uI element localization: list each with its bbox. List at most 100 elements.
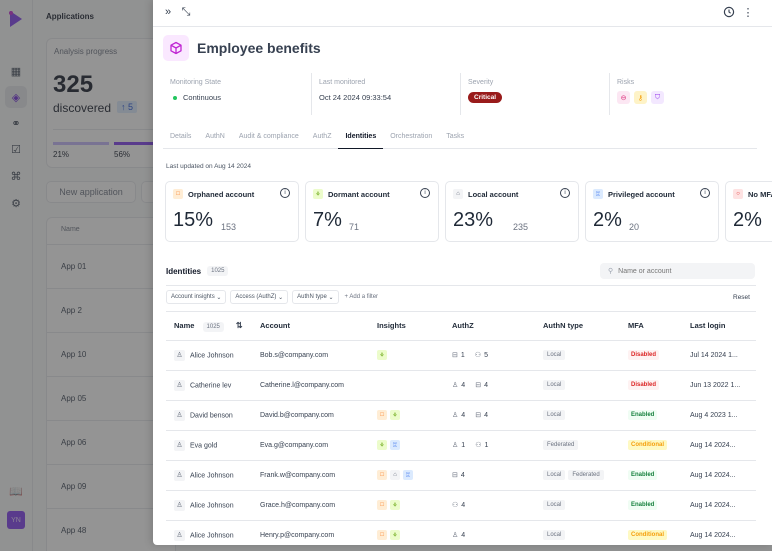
- mfa-cell: Conditional: [620, 520, 682, 545]
- authn-type-column-header[interactable]: AuthN type: [535, 312, 620, 341]
- authz-cell: ♙ 4: [444, 520, 535, 545]
- authn-type-cell: Local Federated: [535, 460, 620, 491]
- table-row[interactable]: ♙ Eva gold Eva.g@company.com ⚘ ♖ ♙ 1 ⚇ 1 Fede…: [166, 430, 756, 461]
- authz-column-header[interactable]: AuthZ: [444, 312, 535, 341]
- dormant-insight-icon: ⚘: [390, 500, 400, 510]
- search-input[interactable]: [618, 267, 749, 275]
- table-row[interactable]: ♙ Alice Johnson Henry.p@company.com □ ⚘ ♙ 4…: [166, 520, 756, 545]
- identities-title: Identities: [166, 266, 202, 276]
- tab-authn[interactable]: AuthN: [205, 133, 225, 140]
- identity-name-cell[interactable]: ♙ Catherine lev: [166, 370, 252, 401]
- app-icon: ⊟: [452, 472, 458, 479]
- authn-type-cell: Local: [535, 370, 620, 401]
- privileged-icon: ♖: [593, 189, 603, 199]
- expand-icon[interactable]: ⤡: [181, 5, 191, 18]
- local-account-card[interactable]: ⌂ Local account i 23% 235: [445, 181, 579, 242]
- last-login-column-header[interactable]: Last login: [682, 312, 756, 341]
- identity-name-cell[interactable]: ♙ Alice Johnson: [166, 490, 252, 521]
- priv-insight-icon: ♖: [403, 470, 413, 480]
- mfa-cell: Conditional: [620, 430, 682, 461]
- table-header-row: Name 1025 ⇅ Account Insights AuthZ AuthN …: [166, 312, 756, 341]
- info-icon[interactable]: i: [560, 188, 570, 198]
- key-risk-icon[interactable]: ⚷: [634, 91, 647, 104]
- user-icon: ♙: [452, 412, 459, 419]
- drawer-header: Employee benefits: [163, 35, 321, 61]
- authz-app-count: ⊟ 1: [452, 352, 465, 359]
- dormant-account-card[interactable]: ⚘ Dormant account i 7% 71: [305, 181, 439, 242]
- authn-type-filter[interactable]: AuthN type ⌄: [292, 290, 339, 304]
- collapse-icon[interactable]: »: [164, 6, 172, 18]
- mfa-cell: Enabled: [620, 490, 682, 521]
- table-row[interactable]: ♙ Catherine lev Catherine.l@company.com ♙…: [166, 370, 756, 401]
- info-icon[interactable]: i: [700, 188, 710, 198]
- identity-name-cell[interactable]: ♙ Alice Johnson: [166, 520, 252, 545]
- account-cell: Catherine.l@company.com: [252, 370, 369, 401]
- add-filter-button[interactable]: + Add a filter: [344, 294, 379, 300]
- authz-group-count: ⚇ 5: [474, 352, 488, 359]
- card-percent: 2%: [733, 209, 762, 231]
- authz-cell: ♙ 1 ⚇ 1: [444, 430, 535, 461]
- last-login-cell: Jul 14 2024 1...: [682, 340, 756, 371]
- insights-column-header[interactable]: Insights: [369, 312, 444, 341]
- card-count: 20: [629, 222, 640, 232]
- last-login-cell: Jun 13 2022 1...: [682, 370, 756, 401]
- orphaned-account-card[interactable]: □ Orphaned account i 15% 153: [165, 181, 299, 242]
- person-icon: ♙: [174, 529, 185, 541]
- tab-identities[interactable]: Identities: [338, 130, 384, 149]
- identity-name-cell[interactable]: ♙ David benson: [166, 400, 252, 431]
- insights-cell: ⚘: [369, 340, 444, 371]
- mfa-column-header[interactable]: MFA: [620, 312, 682, 341]
- tab-tasks[interactable]: Tasks: [446, 133, 465, 140]
- account-cell: Bob.s@company.com: [252, 340, 369, 371]
- account-column-header[interactable]: Account: [252, 312, 369, 341]
- account-insights-filter[interactable]: Account insights ⌄: [166, 290, 227, 304]
- no-mfa-card[interactable]: ○ No MFA 2%: [725, 181, 772, 242]
- identity-name-cell[interactable]: ♙ Alice Johnson: [166, 340, 252, 371]
- table-row[interactable]: ♙ Alice Johnson Bob.s@company.com ⚘ ⊟ 1 ⚇ 5 …: [166, 340, 756, 371]
- info-icon[interactable]: i: [280, 188, 290, 198]
- shield-risk-icon[interactable]: ⛉: [651, 91, 664, 104]
- tab-audit-compliance[interactable]: Audit & compliance: [238, 133, 299, 140]
- severity-label: Severity: [468, 79, 494, 86]
- identity-search[interactable]: ⚲: [600, 263, 755, 279]
- card-title: Local account: [468, 190, 519, 199]
- table-row[interactable]: ♙ David benson David.b@company.com □ ⚘ ♙ 4 ⊟…: [166, 400, 756, 431]
- history-icon[interactable]: [722, 5, 736, 19]
- tab-authz[interactable]: AuthZ: [312, 133, 332, 140]
- group-icon: ⚇: [452, 502, 459, 509]
- no-entry-risk-icon[interactable]: ⊖: [617, 91, 630, 104]
- person-icon: ♙: [174, 409, 185, 421]
- app-meta: Monitoring State Continuous Last monitor…: [163, 73, 758, 115]
- card-count: 153: [221, 222, 237, 232]
- last-updated-text: Last updated on Aug 14 2024: [166, 163, 251, 170]
- last-monitored-label: Last monitored: [319, 79, 366, 86]
- identity-name-cell[interactable]: ♙ Eva gold: [166, 430, 252, 461]
- access-authz-filter[interactable]: Access (AuthZ) ⌄: [230, 290, 289, 304]
- tab-orchestration[interactable]: Orchestration: [390, 133, 433, 140]
- info-icon[interactable]: i: [420, 188, 430, 198]
- tab-details[interactable]: Details: [170, 133, 192, 140]
- table-row[interactable]: ♙ Alice Johnson Frank.w@company.com □ ⌂ ♖ ⊟…: [166, 460, 756, 491]
- mfa-status-badge: Enabled: [628, 410, 658, 420]
- authz-app-count: ⊟ 4: [452, 472, 465, 479]
- authn-type-chip: Local: [543, 350, 566, 360]
- monitoring-state-label: Monitoring State: [170, 79, 221, 86]
- card-percent: 15%: [173, 209, 214, 231]
- insights-cell: □ ⚘: [369, 400, 444, 431]
- filter-bar: Account insights ⌄ Access (AuthZ) ⌄ Auth…: [166, 290, 378, 304]
- app-icon: ⊟: [475, 412, 482, 419]
- authn-type-chip: Local: [543, 500, 566, 510]
- card-title: No MFA: [748, 190, 772, 199]
- name-column-header[interactable]: Name 1025 ⇅: [166, 312, 252, 341]
- table-row[interactable]: ♙ Alice Johnson Grace.h@company.com □ ⚘ ⚇ 4…: [166, 490, 756, 521]
- more-menu-icon[interactable]: ⋮: [742, 6, 754, 19]
- reset-filters-button[interactable]: Reset: [733, 294, 750, 301]
- account-cell: Frank.w@company.com: [252, 460, 369, 491]
- privileged-account-card[interactable]: ♖ Privileged account i 2% 20: [585, 181, 719, 242]
- authn-type-cell: Local: [535, 400, 620, 431]
- authz-cell: ♙ 4 ⊟ 4: [444, 400, 535, 431]
- sort-icon[interactable]: ⇅: [235, 321, 243, 331]
- identity-name-cell[interactable]: ♙ Alice Johnson: [166, 460, 252, 491]
- mfa-status-badge: Conditional: [628, 440, 667, 450]
- authz-cell: ♙ 4 ⊟ 4: [444, 370, 535, 401]
